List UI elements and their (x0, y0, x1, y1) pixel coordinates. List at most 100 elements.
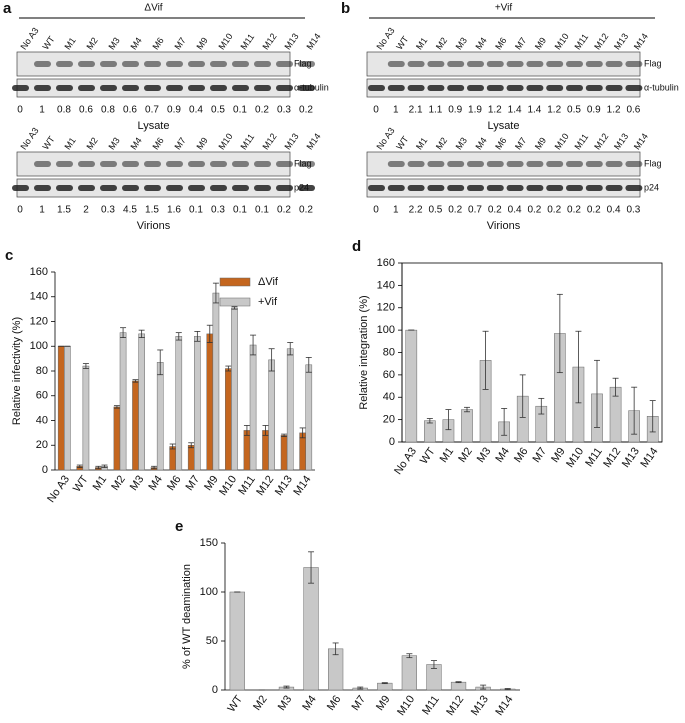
lane-label: M11 (238, 132, 256, 152)
blot-band (467, 185, 484, 191)
blot-band (12, 185, 29, 191)
lane-label: M9 (194, 36, 209, 52)
x-tick-label: M7 (349, 694, 368, 713)
x-tick-label: No A3 (45, 474, 72, 505)
blot-band (210, 61, 227, 67)
blot-band (605, 161, 623, 167)
lane-label: M9 (194, 136, 209, 152)
lane-label: M1 (414, 136, 429, 152)
blot-band (407, 85, 425, 91)
blot-band (298, 185, 315, 191)
quant-value: 1 (39, 105, 45, 116)
blot-band (427, 85, 445, 91)
bar (303, 567, 319, 691)
x-tick-label: M10 (564, 446, 586, 470)
y-tick-label: 160 (30, 266, 48, 278)
lane-label: M10 (553, 131, 571, 151)
quant-value: 0.4 (189, 105, 203, 116)
blot-band (506, 85, 524, 91)
panel-label: e (175, 518, 183, 535)
x-tick-label: M3 (276, 694, 295, 713)
y-tick-label: 100 (30, 340, 48, 352)
quant-value: 0.1 (233, 105, 247, 116)
blot-band (34, 161, 51, 167)
quant-value: 1.6 (167, 205, 181, 216)
blot-band (254, 185, 271, 191)
blot-band (506, 161, 524, 167)
lane-label: M11 (572, 132, 590, 152)
blot-band (546, 61, 564, 67)
y-tick-label: 120 (30, 315, 48, 327)
blot-band (486, 185, 504, 191)
blot-band (387, 161, 405, 167)
lane-label: M12 (592, 131, 610, 151)
quant-value: 0 (17, 205, 23, 216)
lane-label: M6 (150, 36, 165, 52)
quant-value: 2 (83, 205, 89, 216)
bar (119, 332, 127, 471)
panel-label: a (3, 0, 12, 17)
x-tick-label: M13 (273, 474, 295, 498)
y-tick-label: 40 (36, 414, 48, 426)
blot-band (625, 161, 643, 167)
lane-label: M4 (128, 36, 143, 52)
quant-value: 0.7 (145, 105, 159, 116)
lane-label: M3 (454, 36, 469, 52)
blot-band (605, 61, 623, 67)
legend-swatch (219, 297, 251, 307)
y-tick-label: 140 (30, 291, 48, 303)
blot-band (188, 61, 205, 67)
panel-label: b (341, 0, 350, 17)
blot-band (486, 85, 504, 91)
y-tick-label: 20 (383, 414, 395, 426)
bar (299, 432, 306, 471)
bar (461, 409, 473, 443)
lane-label: M14 (632, 31, 650, 51)
panel-label: d (352, 238, 361, 255)
blot-band (546, 161, 564, 167)
lane-label: M11 (572, 32, 590, 52)
quant-value: 0 (17, 105, 23, 116)
quant-value: 1 (393, 105, 399, 116)
lane-label: M1 (414, 36, 429, 52)
lane-label: M14 (632, 131, 650, 151)
bar (405, 329, 418, 443)
blot-band (232, 85, 249, 91)
quant-value: 0.2 (587, 205, 601, 216)
quant-value: 0.2 (567, 205, 581, 216)
bar (113, 406, 121, 471)
blot-band (546, 85, 564, 91)
lane-label: M4 (128, 136, 143, 152)
blot-band (254, 161, 271, 167)
x-tick-label: M12 (444, 694, 466, 718)
lane-label: M7 (513, 136, 528, 152)
x-tick-label: M6 (325, 694, 344, 713)
blot-band (232, 161, 249, 167)
lane-label: M12 (260, 131, 278, 151)
legend-label: +Vif (258, 296, 278, 308)
blot-band (298, 161, 315, 167)
legend-label: ΔVif (258, 276, 279, 288)
legend-swatch (219, 277, 251, 287)
y-tick-label: 0 (212, 684, 218, 696)
blot-band (144, 161, 161, 167)
blot-band (276, 185, 293, 191)
bar (280, 435, 288, 471)
quant-value: 0.2 (255, 105, 269, 116)
lane-label: M13 (612, 31, 630, 51)
blot-band (276, 61, 293, 67)
quant-value: 4.5 (123, 205, 137, 216)
blot-band (447, 161, 465, 167)
quant-value: 1 (393, 205, 399, 216)
bar (249, 344, 257, 471)
blot-band (12, 85, 29, 91)
bar (225, 368, 232, 471)
x-tick-label: M14 (291, 474, 313, 498)
lane-label: M3 (106, 36, 121, 52)
y-tick-label: 50 (206, 635, 218, 647)
x-tick-label: M6 (512, 446, 531, 465)
bar (156, 362, 164, 471)
blot-band (188, 85, 205, 91)
blot-band (210, 85, 227, 91)
x-tick-label: M4 (146, 474, 165, 493)
